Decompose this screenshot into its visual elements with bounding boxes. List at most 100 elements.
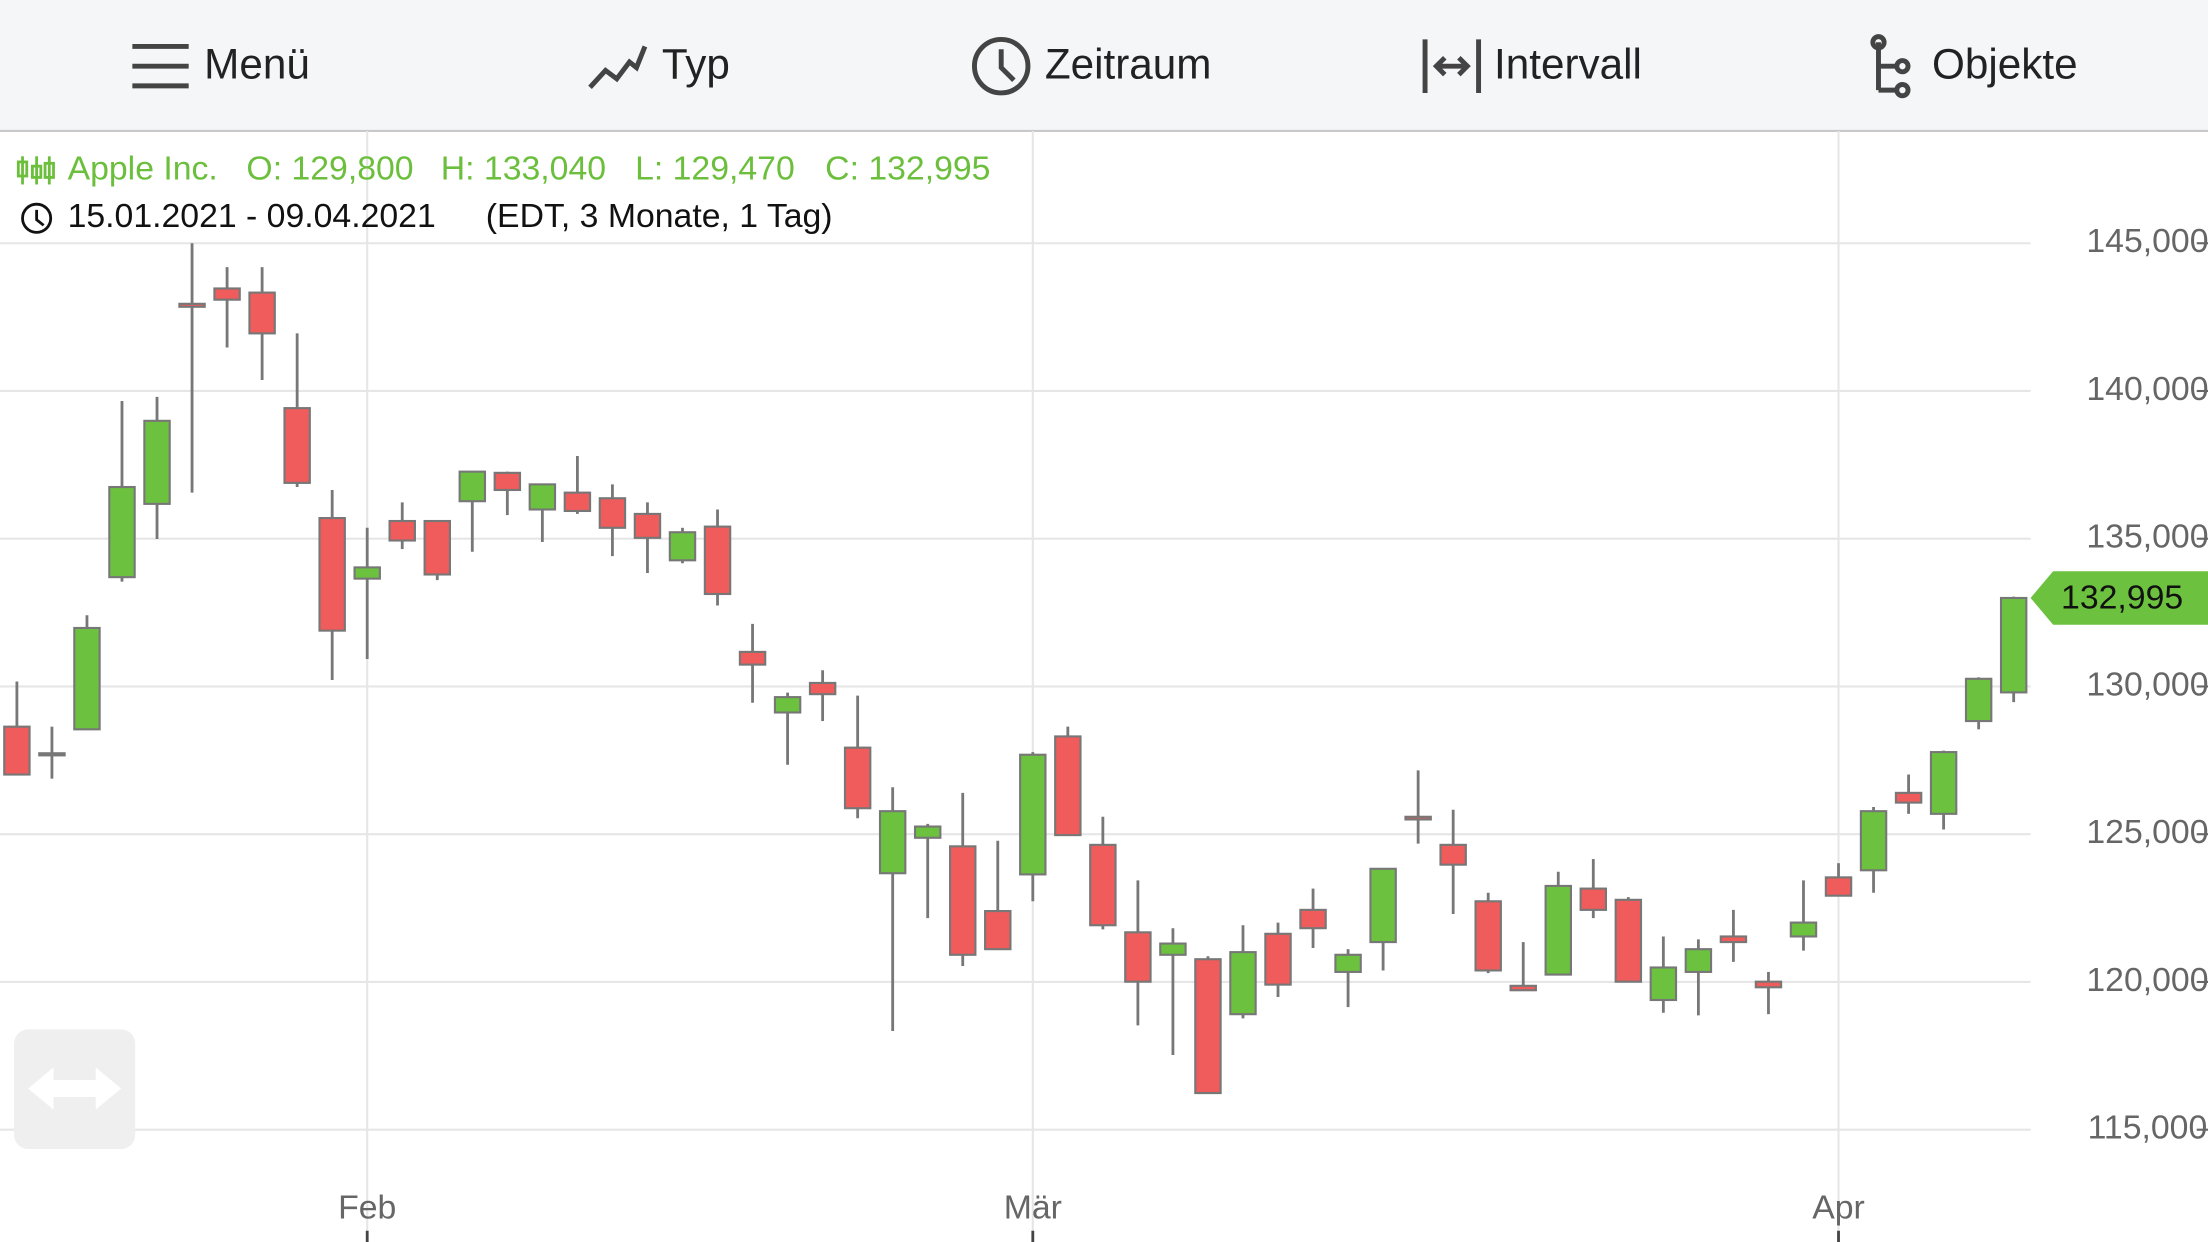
toolbar-label: Intervall — [1494, 41, 1642, 88]
candle-body — [668, 531, 697, 562]
clock-icon — [971, 36, 1031, 96]
candle-body — [458, 470, 487, 503]
last-price-label: 132,995 — [2061, 578, 2183, 616]
ohlc-label: H: 133,040 — [441, 149, 606, 187]
menu-icon — [132, 44, 189, 89]
candle-body — [1404, 815, 1432, 821]
candle-body — [283, 407, 311, 484]
candle-body — [1544, 884, 1572, 976]
scroll-button[interactable] — [14, 1029, 136, 1150]
candle-body — [1859, 810, 1888, 872]
objects-button[interactable]: Objekte — [1870, 34, 2078, 99]
candle-body — [1789, 921, 1818, 938]
candle-body — [143, 419, 171, 505]
y-tick-label: 145,000 — [2086, 222, 2208, 260]
candle-body — [38, 752, 66, 757]
toolbar-label: Objekte — [1932, 41, 2078, 88]
candle-body — [73, 626, 101, 731]
clock-small-icon — [21, 202, 53, 234]
date-range: 15.01.2021 - 09.04.2021 — [68, 197, 436, 235]
candle-body — [178, 302, 206, 308]
chart-title: Apple Inc. — [68, 149, 218, 187]
candle-body — [108, 485, 136, 579]
candle-body — [878, 810, 907, 875]
candle-body — [1019, 753, 1047, 876]
type-button[interactable]: Typ — [588, 41, 730, 89]
candle-body — [1999, 596, 2028, 694]
interval-button[interactable]: Intervall — [1422, 39, 1642, 93]
ohlc-label: C: 132,995 — [825, 149, 990, 187]
plot: 115,000 120,000 125,000 130,000 135,000 140,0… — [0, 130, 2208, 1242]
candle-body — [1509, 984, 1537, 992]
candle-body — [1684, 948, 1713, 973]
toolbar — [0, 0, 2208, 131]
candle-body — [1929, 751, 1958, 815]
y-tick-label: 135,000 — [2086, 518, 2208, 556]
last-price-badge — [2030, 571, 2208, 625]
type-icon — [588, 45, 648, 89]
candle-body — [423, 519, 452, 576]
candle-body — [1964, 677, 1993, 723]
candle-body — [1334, 953, 1362, 973]
y-tick-label: 120,000 — [2086, 961, 2208, 999]
toolbar-label: Menü — [204, 41, 310, 88]
x-tick-label: Feb — [338, 1189, 396, 1227]
scroll-icon — [28, 1067, 122, 1110]
candle-body — [1649, 966, 1678, 1002]
candle-body — [388, 519, 416, 542]
candle-body — [353, 566, 381, 580]
candle-body — [563, 491, 592, 513]
candle-body — [633, 512, 662, 539]
objects-icon — [1870, 34, 1911, 99]
candle-body — [1614, 898, 1643, 983]
candle-body — [1369, 867, 1397, 944]
period-button[interactable]: Zeitraum — [971, 36, 1212, 96]
header: Apple Inc. O: 129,800 H: 133,040 L: 129,… — [16, 149, 990, 235]
candle-body — [598, 497, 627, 529]
candle-body — [1824, 876, 1853, 897]
candle-body — [3, 725, 31, 776]
ohlc-label: L: 129,470 — [635, 149, 795, 187]
chart-subtitle: (EDT, 3 Monate, 1 Tag) — [486, 197, 833, 235]
candle-body — [1299, 908, 1327, 930]
candle-body — [703, 525, 732, 596]
candle-body — [318, 516, 346, 632]
candle-body — [1124, 931, 1152, 983]
candle-body — [248, 291, 276, 335]
candle-body — [1719, 935, 1748, 944]
candle-body — [1159, 942, 1187, 956]
candle-body — [1054, 735, 1082, 837]
candle-body — [1474, 900, 1502, 972]
ohlc-label: O: 129,800 — [246, 149, 413, 187]
y-tick-label: 140,000 — [2086, 370, 2208, 408]
candle-body — [1264, 932, 1292, 986]
candle-body — [913, 825, 942, 839]
x-tick-label: Apr — [1812, 1189, 1865, 1227]
y-tick-label: 130,000 — [2086, 665, 2208, 703]
candle-body — [528, 483, 557, 511]
candle-body — [1229, 951, 1257, 1016]
candle-body — [1089, 843, 1117, 927]
candle-body — [1439, 843, 1467, 866]
candle-body — [1894, 791, 1923, 804]
toolbar-label: Typ — [662, 41, 730, 88]
candle-body — [1579, 887, 1608, 911]
candle-icon — [16, 156, 55, 185]
candle-body — [808, 681, 837, 696]
candle-body — [843, 746, 872, 810]
x-tick-label: Mär — [1004, 1189, 1062, 1227]
y-tick-label: 125,000 — [2086, 813, 2208, 851]
candle-body — [493, 471, 522, 492]
candle-body — [773, 696, 802, 714]
interval-icon — [1422, 39, 1482, 93]
candle-body — [1754, 980, 1783, 989]
candle-body — [213, 287, 241, 301]
candle-body — [1194, 958, 1222, 1095]
candle-body — [949, 845, 977, 956]
candle-body — [738, 650, 767, 666]
toolbar-label: Zeitraum — [1045, 41, 1212, 88]
y-tick-label: 115,000 — [2088, 1109, 2208, 1147]
menu-button[interactable]: Menü — [132, 41, 310, 89]
